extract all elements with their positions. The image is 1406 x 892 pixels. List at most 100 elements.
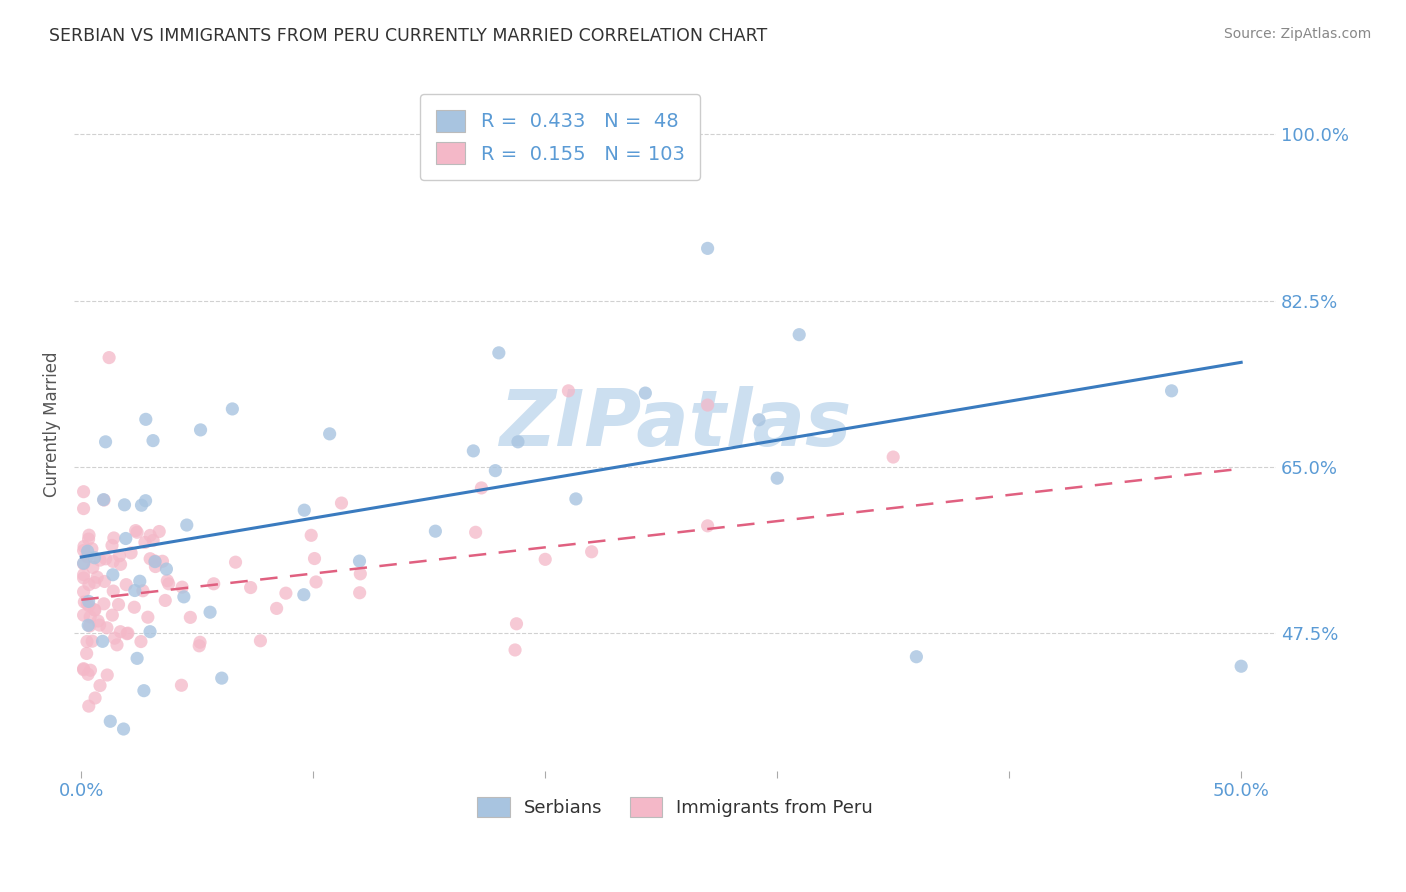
Point: [145, 559, 167, 574]
Point: [139, 528, 162, 542]
Point: [72, 556, 94, 570]
Point: [107, 598, 129, 612]
Point: [274, 586, 297, 600]
Point: [77, 667, 100, 681]
Point: [104, 631, 127, 645]
Point: [93, 574, 115, 589]
Point: [72, 663, 94, 677]
Point: [905, 649, 928, 664]
Point: [101, 567, 124, 582]
Point: [143, 555, 166, 569]
Point: [132, 683, 155, 698]
Point: [211, 671, 233, 685]
Point: [82, 560, 104, 574]
Point: [96, 668, 118, 682]
Point: [464, 525, 486, 540]
Point: [89, 679, 111, 693]
Point: [696, 518, 718, 533]
Point: [129, 634, 152, 648]
Point: [142, 434, 165, 448]
Point: [77, 594, 100, 608]
Point: [249, 633, 271, 648]
Point: [79, 663, 101, 677]
Point: [202, 576, 225, 591]
Point: [76, 634, 98, 648]
Point: [152, 554, 174, 568]
Point: [131, 498, 153, 512]
Point: [77, 577, 100, 591]
Point: [882, 450, 904, 464]
Point: [80, 541, 103, 556]
Point: [115, 626, 138, 640]
Point: [76, 544, 98, 558]
Point: [93, 492, 115, 507]
Point: [221, 401, 243, 416]
Point: [77, 528, 100, 542]
Point: [77, 618, 100, 632]
Point: [110, 558, 132, 572]
Point: [103, 531, 125, 545]
Point: [534, 552, 557, 566]
Point: [156, 574, 179, 588]
Point: [77, 532, 100, 546]
Point: [124, 600, 146, 615]
Point: [299, 528, 322, 542]
Point: [787, 327, 810, 342]
Point: [79, 619, 101, 633]
Point: [101, 554, 124, 568]
Point: [470, 481, 492, 495]
Point: [155, 593, 177, 607]
Text: ZIPatlas: ZIPatlas: [499, 386, 851, 462]
Point: [114, 498, 136, 512]
Point: [72, 571, 94, 585]
Point: [105, 638, 128, 652]
Point: [83, 575, 105, 590]
Point: [115, 577, 138, 591]
Point: [148, 524, 170, 539]
Point: [108, 549, 131, 563]
Point: [135, 493, 157, 508]
Point: [101, 538, 124, 552]
Point: [139, 551, 162, 566]
Point: [72, 484, 94, 499]
Point: [172, 580, 194, 594]
Point: [292, 503, 315, 517]
Point: [124, 524, 146, 538]
Point: [304, 551, 326, 566]
Point: [127, 651, 149, 665]
Point: [94, 551, 117, 566]
Point: [179, 610, 201, 624]
Point: [349, 554, 371, 568]
Point: [77, 599, 100, 613]
Point: [225, 555, 247, 569]
Point: [1160, 384, 1182, 398]
Point: [98, 714, 121, 729]
Point: [93, 597, 115, 611]
Point: [86, 570, 108, 584]
Point: [425, 524, 447, 538]
Point: [188, 639, 211, 653]
Point: [557, 384, 579, 398]
Point: [157, 576, 180, 591]
Point: [488, 346, 510, 360]
Point: [188, 635, 211, 649]
Point: [239, 581, 262, 595]
Point: [112, 722, 135, 736]
Point: [83, 603, 105, 617]
Point: [72, 557, 94, 571]
Point: [77, 699, 100, 714]
Point: [76, 549, 98, 564]
Point: [72, 501, 94, 516]
Point: [73, 567, 96, 582]
Point: [96, 621, 118, 635]
Point: [330, 496, 353, 510]
Point: [76, 647, 98, 661]
Point: [98, 351, 121, 365]
Point: [134, 535, 156, 549]
Point: [124, 583, 146, 598]
Point: [117, 626, 139, 640]
Point: [83, 550, 105, 565]
Point: [349, 586, 371, 600]
Point: [634, 386, 657, 401]
Point: [190, 423, 212, 437]
